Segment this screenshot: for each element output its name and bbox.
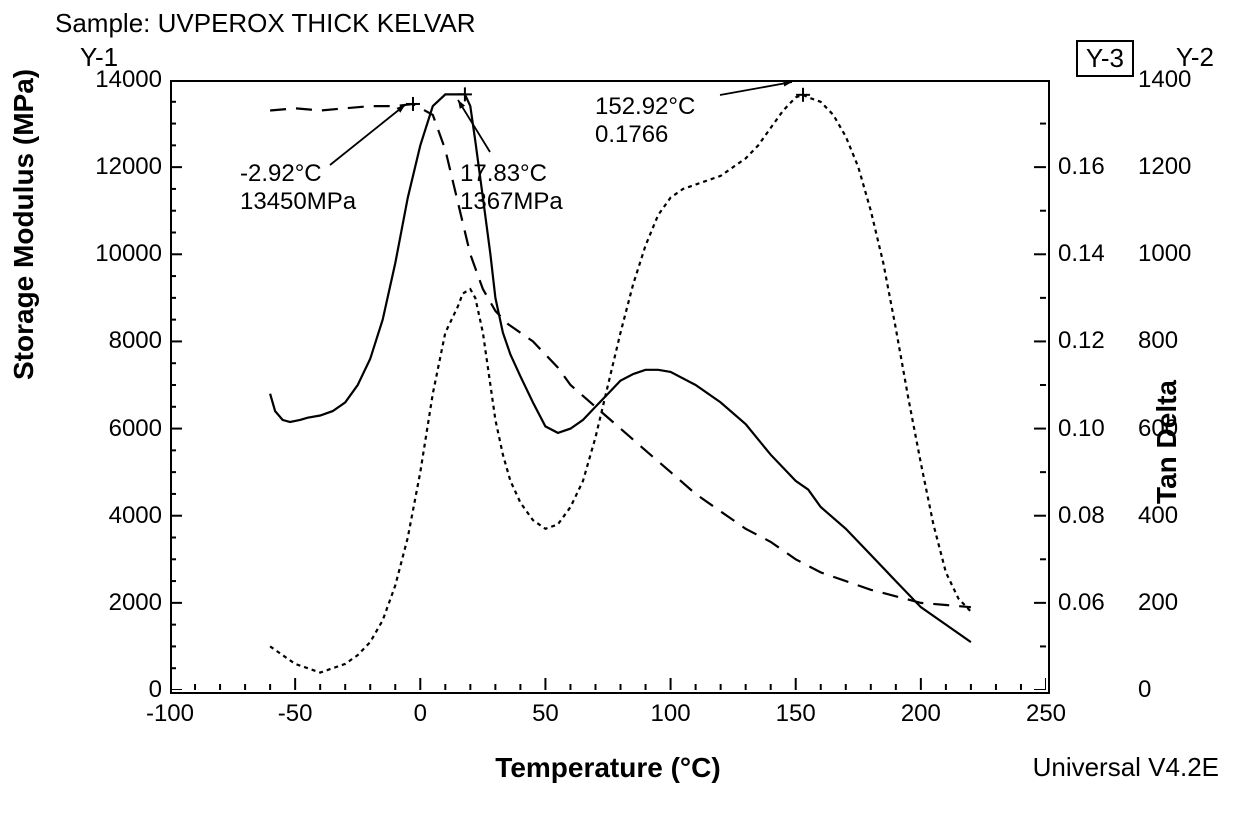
y2-tick-label: 1000 xyxy=(1138,240,1218,268)
y3-tick-label: 0.12 xyxy=(1058,327,1128,355)
y2-tick-label: 1400 xyxy=(1138,66,1218,94)
annotation-ann1: -2.92°C13450MPa xyxy=(240,160,356,215)
x-tick-label: 150 xyxy=(756,700,836,728)
peak-marker xyxy=(458,87,472,101)
x-tick-label: 250 xyxy=(1006,700,1086,728)
storage-modulus-series xyxy=(270,104,971,607)
footer-text: Universal V4.2E xyxy=(1033,752,1219,783)
y3-tick-label: 0.16 xyxy=(1058,153,1128,181)
peak-marker xyxy=(796,88,810,102)
axis-label-y1: Storage Modulus (MPa) xyxy=(8,69,40,380)
axis-label-x: Temperature (°C) xyxy=(170,752,1046,784)
y2-tick-label: 0 xyxy=(1138,676,1218,704)
loss-modulus-series xyxy=(270,94,971,642)
y1-tick-label: 14000 xyxy=(72,66,162,94)
y3-top-box: Y-3 xyxy=(1076,40,1134,77)
sample-label: Sample: UVPEROX THICK KELVAR xyxy=(55,8,475,39)
x-tick-label: 0 xyxy=(380,700,460,728)
annotation-ann2: 17.83°C1367MPa xyxy=(460,160,563,215)
y1-tick-label: 4000 xyxy=(72,502,162,530)
y1-tick-label: 10000 xyxy=(72,240,162,268)
y1-tick-label: 2000 xyxy=(72,589,162,617)
peak-marker xyxy=(406,97,420,111)
y1-tick-label: 12000 xyxy=(72,153,162,181)
annotation-ann3: 152.92°C0.1766 xyxy=(595,93,695,148)
y2-tick-label: 200 xyxy=(1138,589,1218,617)
y2-tick-label: 800 xyxy=(1138,327,1218,355)
y3-tick-label: 0.08 xyxy=(1058,502,1128,530)
y2-tick-label: 400 xyxy=(1138,502,1218,530)
x-tick-label: -100 xyxy=(130,700,210,728)
x-tick-label: 200 xyxy=(881,700,961,728)
x-tick-label: 50 xyxy=(505,700,585,728)
x-tick-label: -50 xyxy=(255,700,335,728)
y1-tick-label: 8000 xyxy=(72,327,162,355)
x-tick-label: 100 xyxy=(631,700,711,728)
y3-tick-label: 0.10 xyxy=(1058,415,1128,443)
y3-tick-label: 0.14 xyxy=(1058,240,1128,268)
y2-tick-label: 1200 xyxy=(1138,153,1218,181)
tan-delta-series xyxy=(270,95,971,673)
y1-tick-label: 6000 xyxy=(72,415,162,443)
y3-tick-label: 0.06 xyxy=(1058,589,1128,617)
axis-label-y3: Tan Delta xyxy=(1151,380,1183,504)
